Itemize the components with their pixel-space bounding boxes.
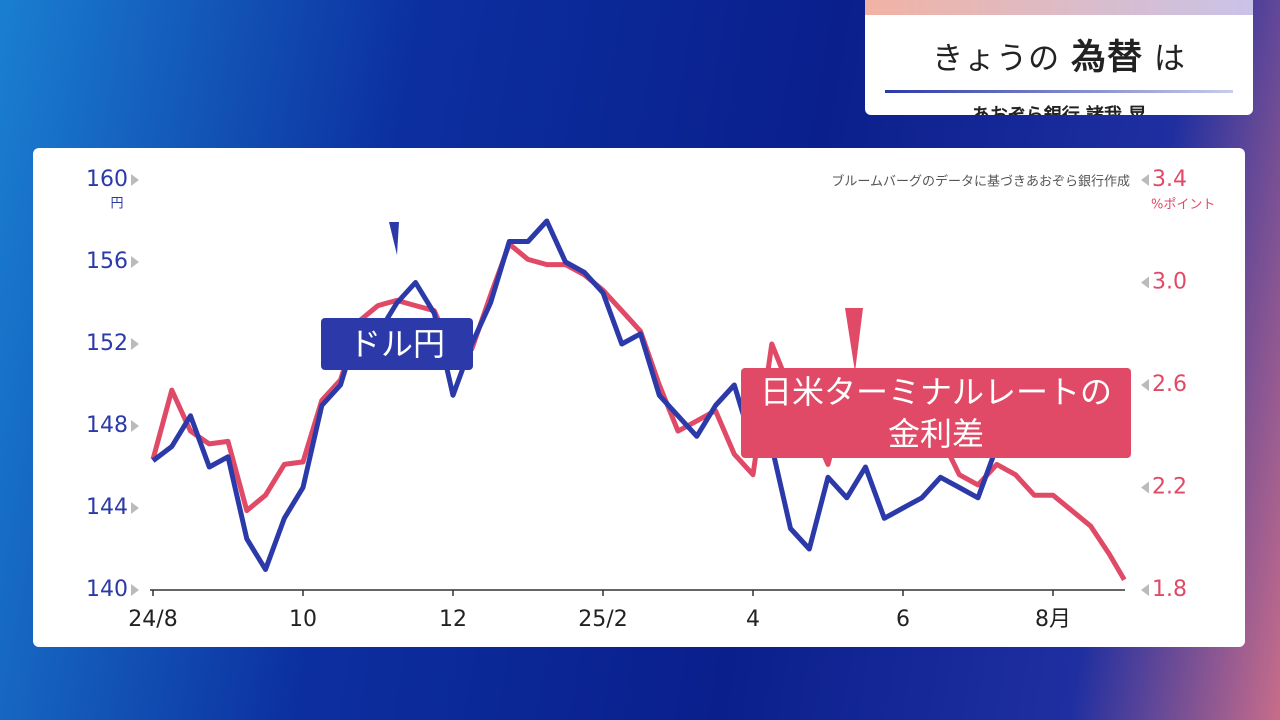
y-tick (131, 256, 139, 268)
y2-tick (1141, 584, 1149, 596)
y-unit: 円 (110, 197, 123, 212)
y-tick-label: 140 (86, 577, 128, 602)
y-tick-label: 156 (86, 249, 128, 274)
title-part: 為替 (1070, 38, 1143, 78)
x-tick-label: 10 (289, 607, 317, 632)
y-tick (131, 420, 139, 432)
header-stripe (865, 0, 1253, 15)
y2-tick-label: 2.6 (1152, 372, 1187, 397)
y-tick (131, 174, 139, 186)
y-tick (131, 584, 139, 596)
series-callout: ドル円 (321, 318, 473, 370)
series-line (150, 241, 1127, 582)
y-tick-label: 144 (86, 495, 128, 520)
y2-tick (1141, 481, 1149, 494)
x-tick-label: 4 (746, 607, 760, 632)
series-callout-box: 日米ターミナルレートの金利差 (741, 368, 1131, 458)
y-tick (131, 502, 139, 514)
y2-unit: %ポイント (1151, 198, 1215, 213)
y-tick-label: 152 (86, 331, 128, 356)
x-tick-label: 6 (896, 607, 910, 632)
y2-tick-label: 2.2 (1152, 475, 1187, 500)
y2-tick-label: 3.0 (1152, 270, 1187, 295)
x-tick-label: 25/2 (578, 607, 627, 632)
y-tick (131, 338, 139, 350)
header-subtitle: あおぞら銀行 諸我 晃 (865, 101, 1253, 115)
y2-tick-label: 3.4 (1152, 167, 1187, 192)
header-rule (885, 90, 1233, 93)
callout-pointer (389, 222, 399, 255)
y2-tick (1141, 276, 1149, 289)
series-callout: 日米ターミナルレートの金利差 (759, 373, 1112, 453)
header-box: きょうの 為替 は あおぞら銀行 諸我 晃 (865, 0, 1253, 115)
y2-tick (1141, 379, 1149, 391)
x-tick-label: 12 (439, 607, 467, 632)
title-part: は (1153, 41, 1186, 77)
series-line (151, 218, 1126, 572)
y-tick-label: 160 (86, 167, 128, 192)
source-note: ブルームバーグのデータに基づきあおぞら銀行作成 (831, 174, 1130, 190)
x-tick-label: 8月 (1035, 607, 1071, 632)
title-part: きょうの (932, 41, 1061, 77)
chart: ブルームバーグのデータに基づきあおぞら銀行作成 円 %ポイント 24/8 10 12… (86, 167, 1215, 632)
callout-pointer (845, 308, 863, 372)
chart-card: ブルームバーグのデータに基づきあおぞら銀行作成 円 %ポイント 24/8 10 12… (33, 148, 1245, 647)
y-tick-label: 148 (86, 413, 128, 438)
x-tick-label: 24/8 (128, 607, 177, 632)
y2-tick-label: 1.8 (1152, 577, 1187, 602)
y2-tick (1141, 174, 1149, 186)
header-title: きょうの 為替 は (865, 29, 1253, 80)
